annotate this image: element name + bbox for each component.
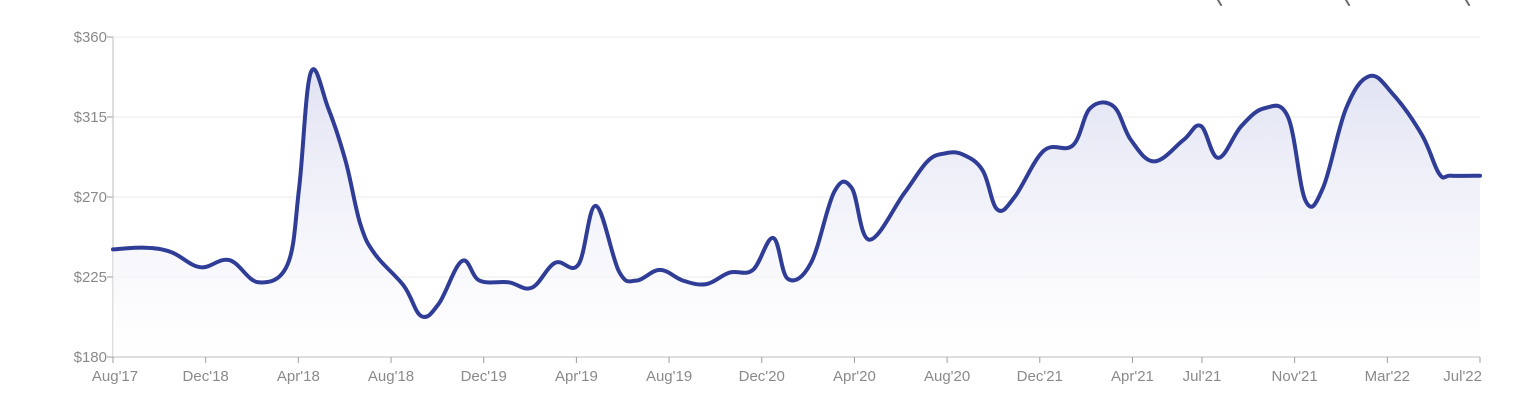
x-tick-label: Aug'19: [646, 368, 692, 385]
x-tick-label: Jul'22: [1443, 368, 1482, 385]
x-tick-label: Jul'21: [1183, 368, 1222, 385]
legend-fragment-1: [1345, 0, 1350, 6]
y-axis: $180 $225 $270 $315 $360: [74, 29, 114, 366]
y-tick-label: $360: [74, 29, 107, 46]
x-tick-label: Aug'18: [368, 368, 414, 385]
x-tick-label: Dec'21: [1017, 368, 1063, 385]
y-tick-label: $270: [74, 189, 107, 206]
x-tick-label: Apr'21: [1111, 368, 1154, 385]
x-tick-label: Aug'17: [92, 368, 138, 385]
x-tick-label: Dec'18: [183, 368, 229, 385]
x-tick-label: Apr'18: [277, 368, 320, 385]
series-line: [111, 67, 1482, 319]
x-tick-label: Mar'22: [1365, 368, 1410, 385]
legend-fragment-2: [1465, 0, 1470, 6]
y-tick-label: $180: [74, 349, 107, 366]
legend-fragment-0: [1217, 0, 1222, 6]
y-tick-label: $315: [74, 109, 107, 126]
x-tick-label: Apr'20: [833, 368, 876, 385]
x-tick-label: Nov'21: [1272, 368, 1318, 385]
x-tick-label: Aug'20: [924, 368, 970, 385]
series-area-fill: [113, 69, 1480, 357]
x-axis: Aug'17 Dec'18 Apr'18 Aug'18 Dec'19 Apr'19 Aug'…: [92, 356, 1482, 385]
x-tick-label: Apr'19: [555, 368, 598, 385]
y-tick-label: $225: [74, 269, 107, 286]
x-tick-label: Dec'20: [739, 368, 785, 385]
x-tick-label: Dec'19: [461, 368, 507, 385]
top-right-decoration: [1217, 0, 1470, 6]
